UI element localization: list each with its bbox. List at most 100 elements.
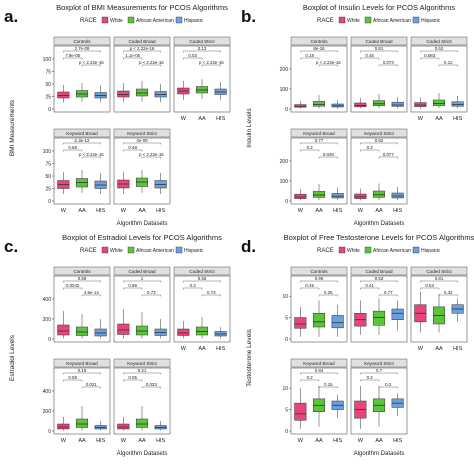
p-value-label: 1.1e-05 xyxy=(125,53,140,58)
box-iqr xyxy=(391,308,404,320)
p-bracket xyxy=(141,64,161,67)
facet-strip xyxy=(290,128,348,138)
facet-strip-label: Keyword Broad xyxy=(303,361,335,366)
box-w xyxy=(294,189,307,201)
facet-strip xyxy=(53,266,111,276)
box-aa xyxy=(312,300,326,337)
legend-label-his: Hispanic xyxy=(421,248,441,254)
x-tick-label: HIS xyxy=(393,208,403,214)
p-bracket xyxy=(360,379,380,382)
box-aa xyxy=(135,170,149,193)
box-iqr xyxy=(135,88,149,97)
p-value-label: 0.89 xyxy=(128,283,137,288)
p-bracket xyxy=(420,57,440,60)
p-value-label: 0.083 xyxy=(424,53,436,58)
race-legend: RACE White African American Hispanic xyxy=(317,246,441,254)
p-value-label: 0.077 xyxy=(383,152,395,157)
facet-keyword-broad: Keyword Broad 0 25 50 75 100 2.3e-12 0.68p < 2.… xyxy=(43,128,111,214)
y-tick-label: 200 xyxy=(280,159,289,165)
box-his xyxy=(331,394,344,419)
p-bracket xyxy=(420,280,458,283)
p-bracket xyxy=(123,287,143,290)
p-bracket xyxy=(63,57,83,60)
chart-title: Boxplot of Estradiol Levels for PCOS Alg… xyxy=(62,233,222,242)
legend-swatch-his xyxy=(175,16,183,24)
facet-coded-strict: Coded Strict 0.810.53 0.42 W AA HIS xyxy=(410,266,468,352)
p-value-label: 2.3e-12 xyxy=(75,138,90,143)
facet-strip xyxy=(350,358,408,368)
p-bracket xyxy=(63,149,83,152)
box-iqr xyxy=(94,328,107,337)
x-tick-label: AA xyxy=(78,438,86,444)
facet-strip xyxy=(53,128,111,138)
legend-title: RACE xyxy=(317,248,334,254)
y-tick-label: 75 xyxy=(45,161,51,167)
box-aa xyxy=(372,183,386,200)
box-aa xyxy=(432,93,446,108)
facet-strip xyxy=(113,36,171,46)
p-bracket xyxy=(141,386,161,389)
p-bracket xyxy=(300,287,320,290)
p-value-label: p < 2.22e-16 xyxy=(316,60,341,65)
p-value-label: p < 2.22e-16 xyxy=(199,60,224,65)
x-tick-label: W xyxy=(181,116,187,122)
facet-strip xyxy=(173,36,231,46)
box-his xyxy=(391,393,404,416)
y-tick-label: 100 xyxy=(280,87,289,93)
race-legend: RACE White African American Hispanic xyxy=(80,246,204,254)
p-bracket xyxy=(63,280,101,283)
facet-strip xyxy=(410,266,468,276)
legend-swatch-w xyxy=(101,246,109,254)
y-tick-label: 200 xyxy=(43,409,52,415)
p-bracket xyxy=(420,50,458,53)
box-his xyxy=(451,298,464,322)
p-bracket xyxy=(378,294,398,297)
p-value-label: 1 xyxy=(141,276,144,281)
facet-strip-label: Coded Strict xyxy=(426,39,452,44)
facet-strip xyxy=(173,266,231,276)
box-aa xyxy=(372,298,386,335)
p-bracket xyxy=(141,294,161,297)
box-w xyxy=(354,300,367,335)
box-his xyxy=(154,421,167,431)
box-aa xyxy=(75,83,89,102)
box-iqr xyxy=(57,91,70,99)
facet-coded-broad: Coded Broad p < 2.22e-16 1.1e-05 p < 2.22e-… xyxy=(113,36,171,113)
p-value-label: 0.62 xyxy=(435,46,444,51)
facet-keyword-strict: Keyword Strict 0.820.3 0.077 W AA HIS xyxy=(350,128,408,214)
box-his xyxy=(94,421,107,431)
box-w xyxy=(354,188,367,201)
box-aa xyxy=(312,386,326,427)
x-tick-label: HIS xyxy=(333,208,343,214)
x-tick-label: HIS xyxy=(216,116,226,122)
chart-title: Boxplot of BMI Measurements for PCOS Alg… xyxy=(56,3,228,12)
y-tick-label: 25 xyxy=(45,94,51,100)
p-value-label: 0.82 xyxy=(375,138,384,143)
x-tick-label: W xyxy=(358,438,364,444)
p-value-label: 0.45 xyxy=(365,53,374,58)
box-iqr xyxy=(195,326,209,336)
y-tick-label: 0 xyxy=(285,107,288,113)
facet-coded-broad: Coded Broad 0.810.45 0.073 xyxy=(350,36,408,113)
y-tick-label: 400 xyxy=(43,389,52,395)
legend-label-w: White xyxy=(347,248,360,254)
x-tick-label: HIS xyxy=(453,116,463,122)
legend-swatch-w xyxy=(101,16,109,24)
box-w xyxy=(117,309,130,339)
legend-swatch-aa xyxy=(127,16,135,24)
p-bracket xyxy=(63,287,83,290)
box-aa xyxy=(195,79,209,99)
p-bracket xyxy=(63,142,101,145)
box-iqr xyxy=(117,423,130,430)
p-bracket xyxy=(360,50,398,53)
x-tick-label: AA xyxy=(198,116,206,122)
box-his xyxy=(391,97,404,109)
chart-panel-1: a. Boxplot of BMI Measurements for PCOS A… xyxy=(4,3,231,227)
p-bracket xyxy=(81,386,101,389)
facet-strip xyxy=(410,36,468,46)
x-tick-label: W xyxy=(358,208,364,214)
p-bracket xyxy=(201,64,221,67)
p-bracket xyxy=(183,287,203,290)
box-aa xyxy=(195,317,209,339)
